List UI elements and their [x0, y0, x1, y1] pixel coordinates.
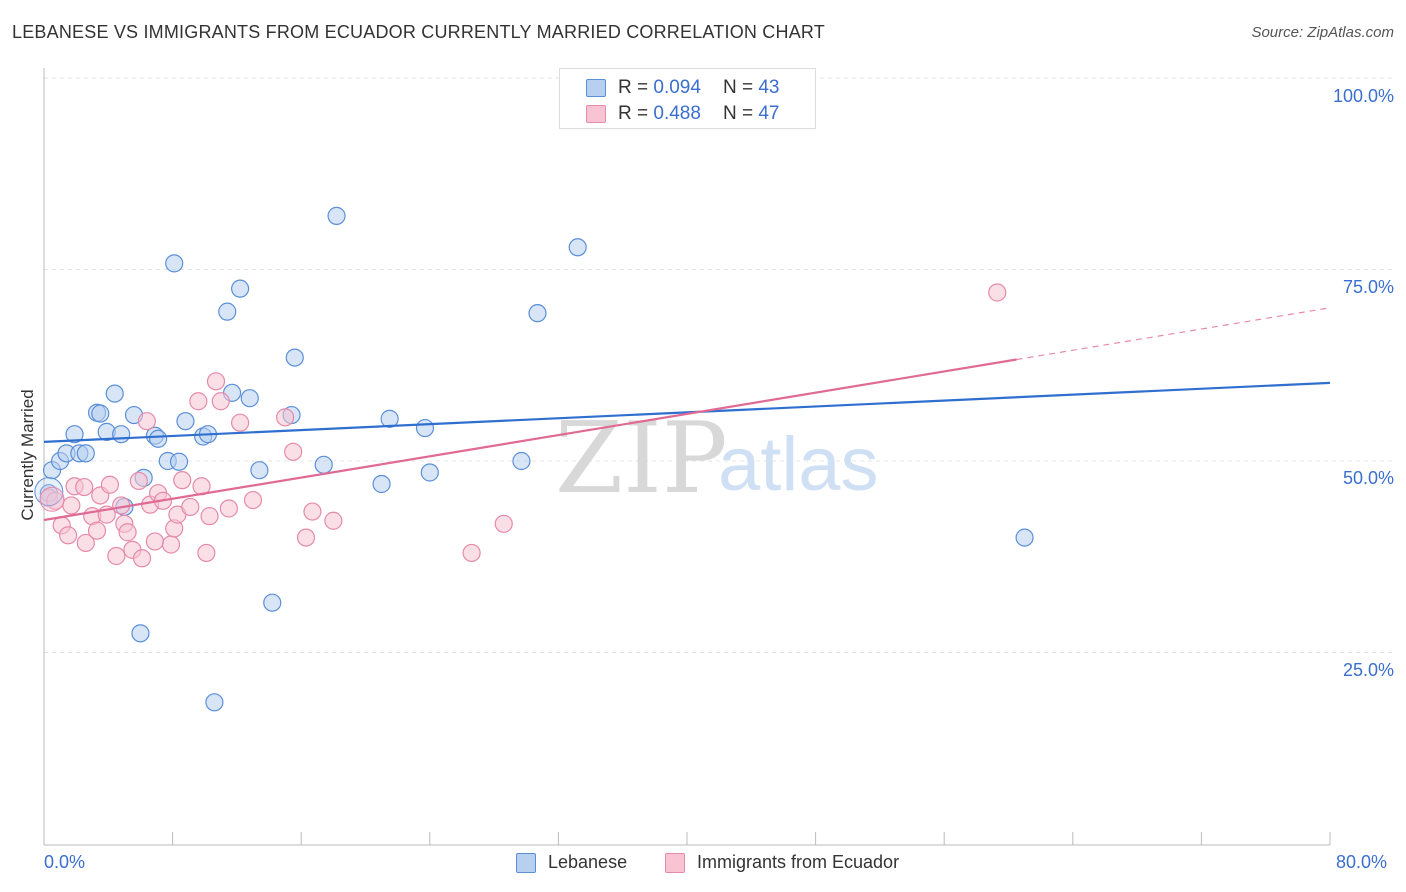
point-ecuador [189, 392, 208, 411]
point-lebanese [1015, 528, 1034, 547]
watermark-atlas: atlas [718, 422, 879, 507]
trend-line-ecuador-extrapolated [1016, 307, 1331, 361]
series-legend-lebanese[interactable]: Lebanese [516, 852, 627, 873]
data-points [34, 206, 1034, 712]
point-ecuador [219, 499, 238, 518]
point-lebanese [112, 425, 131, 444]
series-swatch-lebanese [516, 852, 536, 873]
gridlines [44, 77, 1392, 653]
point-ecuador [129, 471, 148, 491]
source-label: Source: ZipAtlas.com [1251, 24, 1394, 41]
point-ecuador [59, 526, 78, 545]
point-ecuador [197, 543, 216, 563]
point-lebanese [34, 477, 64, 507]
trend-lines [43, 307, 1331, 522]
point-ecuador [324, 511, 343, 530]
y-tick-label-100: 100.0% [1332, 86, 1394, 106]
series-legend: Lebanese Immigrants from Ecuador [0, 852, 1406, 876]
point-ecuador [161, 535, 181, 554]
point-lebanese [528, 304, 547, 323]
legend-r-label: R = [618, 77, 649, 98]
point-lebanese [380, 409, 399, 428]
point-ecuador [303, 502, 322, 521]
trend-line-lebanese [43, 381, 1331, 443]
point-ecuador [206, 372, 226, 391]
point-lebanese [372, 474, 391, 494]
chart-title: LEBANESE VS IMMIGRANTS FROM ECUADOR CURR… [12, 22, 825, 42]
point-lebanese [65, 425, 84, 444]
point-lebanese [568, 238, 587, 257]
point-lebanese [314, 455, 333, 474]
point-lebanese [512, 451, 531, 471]
point-ecuador [118, 523, 137, 542]
point-ecuador [211, 392, 230, 411]
series-swatch-ecuador [665, 852, 685, 873]
point-lebanese [420, 463, 439, 482]
point-ecuador [100, 475, 120, 494]
point-lebanese [169, 452, 189, 471]
point-ecuador [200, 507, 219, 526]
point-ecuador [39, 486, 65, 512]
legend-n-value: 47 [758, 103, 780, 124]
legend-r-label: R = [618, 103, 649, 124]
legend-n-value: 43 [758, 77, 780, 98]
point-ecuador [173, 471, 192, 490]
point-ecuador [243, 490, 263, 510]
legend-r-value: 0.094 [653, 77, 701, 98]
legend-swatch-lebanese [586, 79, 606, 97]
point-lebanese [105, 384, 124, 403]
series-legend-label: Immigrants from Ecuador [697, 852, 900, 872]
y-tick-label-75: 75.0% [1342, 277, 1394, 297]
point-lebanese [176, 412, 195, 431]
point-ecuador [145, 532, 165, 551]
legend-row-ecuador: R = 0.488 N = 47 [586, 102, 779, 126]
point-ecuador [988, 283, 1007, 302]
y-tick-label-50: 50.0% [1342, 468, 1394, 488]
point-ecuador [181, 497, 200, 517]
legend-n-label: N = [722, 103, 754, 124]
legend-r-value: 0.488 [653, 103, 701, 124]
point-lebanese [285, 348, 304, 367]
point-lebanese [218, 302, 237, 321]
legend-n-label: N = [722, 77, 754, 98]
watermark: ZIP atlas [555, 402, 879, 516]
point-lebanese [250, 461, 269, 480]
point-ecuador [276, 408, 295, 427]
point-lebanese [415, 418, 435, 438]
point-ecuador [296, 528, 316, 547]
point-ecuador [231, 413, 250, 432]
point-lebanese [240, 389, 259, 408]
point-lebanese [91, 404, 110, 423]
point-lebanese [76, 444, 95, 463]
point-ecuador [284, 442, 303, 461]
axes [43, 68, 1331, 846]
stats-legend: R = 0.094 N = 43 R = 0.488 N = 47 [559, 68, 816, 129]
y-tick-label-25: 25.0% [1342, 660, 1394, 680]
point-ecuador [107, 546, 126, 566]
point-ecuador [462, 543, 481, 563]
series-legend-ecuador[interactable]: Immigrants from Ecuador [665, 852, 899, 873]
x-tick-label-min: 0.0% [44, 852, 86, 872]
point-ecuador [137, 412, 156, 431]
point-lebanese [131, 624, 150, 643]
watermark-zip: ZIP [555, 402, 728, 516]
point-lebanese [165, 254, 184, 273]
x-tick-label-max: 80.0% [1336, 852, 1388, 872]
point-ecuador [75, 477, 94, 497]
point-lebanese [231, 279, 250, 298]
legend-swatch-ecuador [586, 105, 606, 123]
point-ecuador [76, 533, 95, 553]
legend-row-lebanese: R = 0.094 N = 43 [586, 76, 779, 100]
point-ecuador [494, 514, 513, 533]
point-lebanese [263, 593, 282, 612]
series-legend-label: Lebanese [548, 852, 628, 872]
point-lebanese [149, 429, 168, 448]
point-lebanese [327, 206, 346, 225]
point-ecuador [62, 496, 81, 515]
point-ecuador [87, 521, 107, 540]
point-lebanese [205, 693, 224, 712]
trend-line-ecuador [43, 358, 1017, 522]
point-ecuador [132, 549, 152, 568]
